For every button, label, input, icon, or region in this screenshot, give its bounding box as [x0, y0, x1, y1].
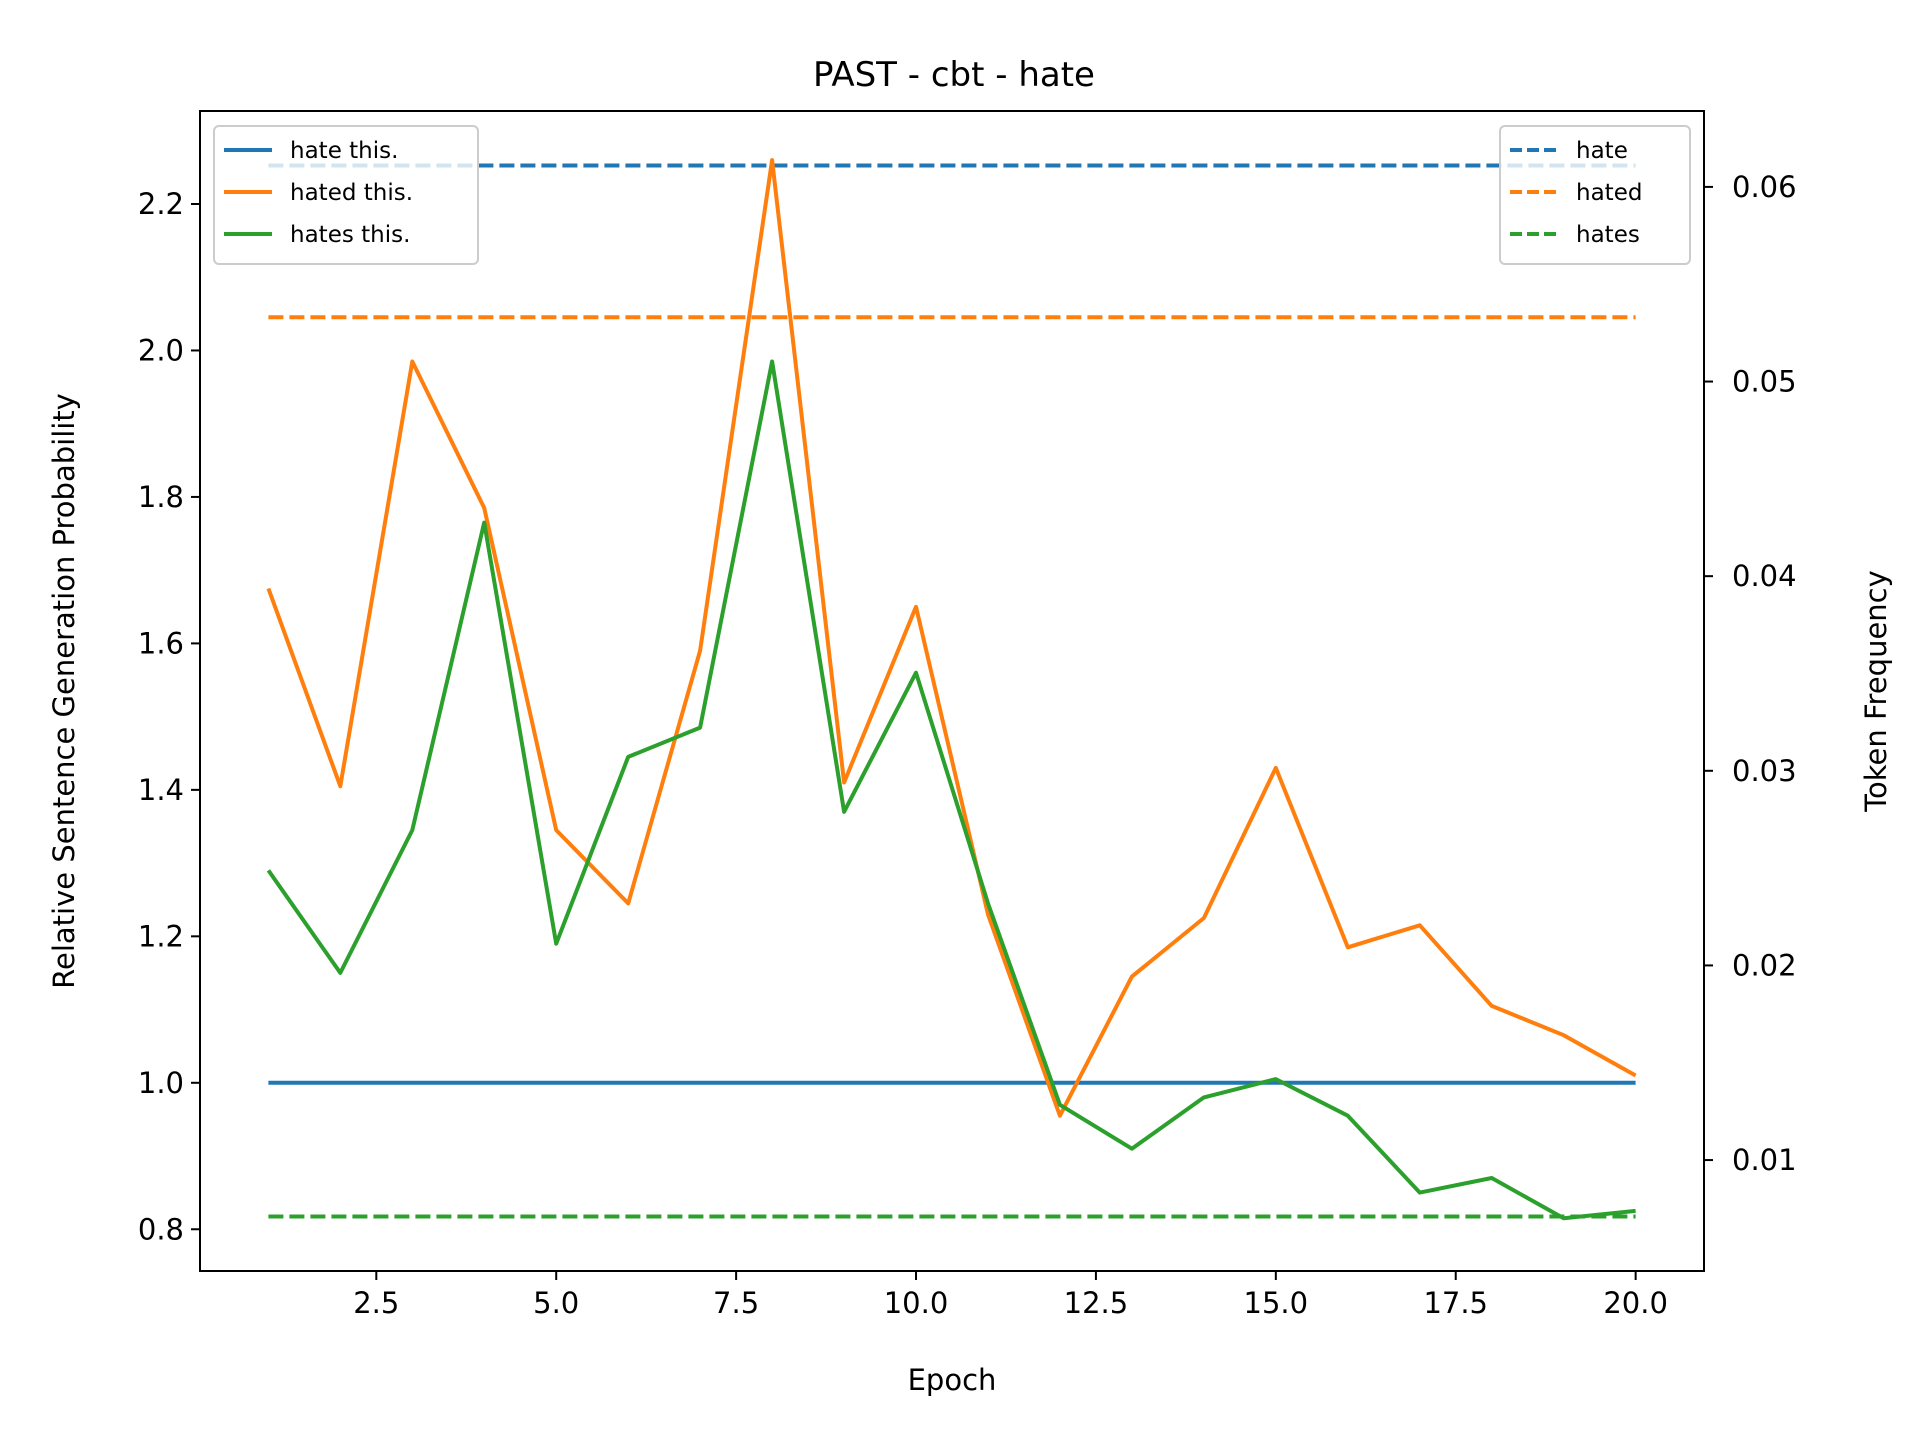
y2-tick-label: 0.01 — [1732, 1143, 1797, 1177]
y-axis-label: Relative Sentence Generation Probability — [47, 393, 81, 989]
series-line-hated-this — [266, 158, 1637, 1118]
x-tick-label: 10.0 — [884, 1286, 949, 1320]
y2-tick-label: 0.02 — [1732, 948, 1797, 982]
y-tick-label: 1.0 — [138, 1066, 184, 1100]
x-tick-label: 12.5 — [1064, 1286, 1129, 1320]
x-tick-label: 15.0 — [1244, 1286, 1309, 1320]
y-tick-label: 1.4 — [138, 773, 184, 807]
y2-tick-label: 0.04 — [1732, 559, 1797, 593]
legend-box — [1499, 125, 1691, 265]
x-axis: 2.5 5.0 7.5 10.0 12.5 15.0 17.5 20.0 — [353, 1271, 1668, 1320]
legend-label: hate — [1576, 138, 1628, 164]
y-tick-label: 2.2 — [138, 187, 184, 221]
chart-title: PAST - cbt - hate — [813, 55, 1095, 95]
y-axis-left: 0.8 1.0 1.2 1.4 1.6 1.8 2.0 2.2 — [138, 187, 200, 1246]
x-tick-label: 2.5 — [353, 1286, 399, 1320]
x-tick-label: 20.0 — [1603, 1286, 1668, 1320]
x-tick-label: 7.5 — [713, 1286, 759, 1320]
y-tick-label: 0.8 — [138, 1212, 184, 1246]
legend-label: hates — [1576, 222, 1640, 248]
y2-tick-label: 0.03 — [1732, 754, 1797, 788]
legend-right: hate hated hates — [1499, 125, 1691, 265]
y2-tick-label: 0.05 — [1732, 365, 1797, 399]
y2-axis-label: Token Frequency — [1859, 570, 1893, 813]
series-line-hates-this — [266, 359, 1636, 1221]
legend-left: hate this. hated this. hates this. — [213, 125, 479, 265]
x-axis-label: Epoch — [908, 1363, 997, 1397]
y-tick-label: 1.8 — [138, 480, 184, 514]
legend-label: hate this. — [290, 138, 398, 164]
y-tick-label: 1.6 — [138, 626, 184, 660]
y-tick-label: 1.2 — [138, 919, 184, 953]
legend-label: hated — [1576, 180, 1642, 206]
legend-label: hates this. — [290, 222, 410, 248]
x-tick-label: 17.5 — [1423, 1286, 1488, 1320]
y-axis-right: 0.01 0.02 0.03 0.04 0.05 0.06 — [1704, 170, 1797, 1177]
legend-box — [213, 125, 479, 265]
y2-tick-label: 0.06 — [1732, 170, 1797, 204]
legend-label: hated this. — [290, 180, 413, 206]
plot-area — [266, 158, 1637, 1221]
y-tick-label: 2.0 — [138, 333, 184, 367]
x-tick-label: 5.0 — [533, 1286, 579, 1320]
plot-frame — [199, 110, 1705, 1272]
